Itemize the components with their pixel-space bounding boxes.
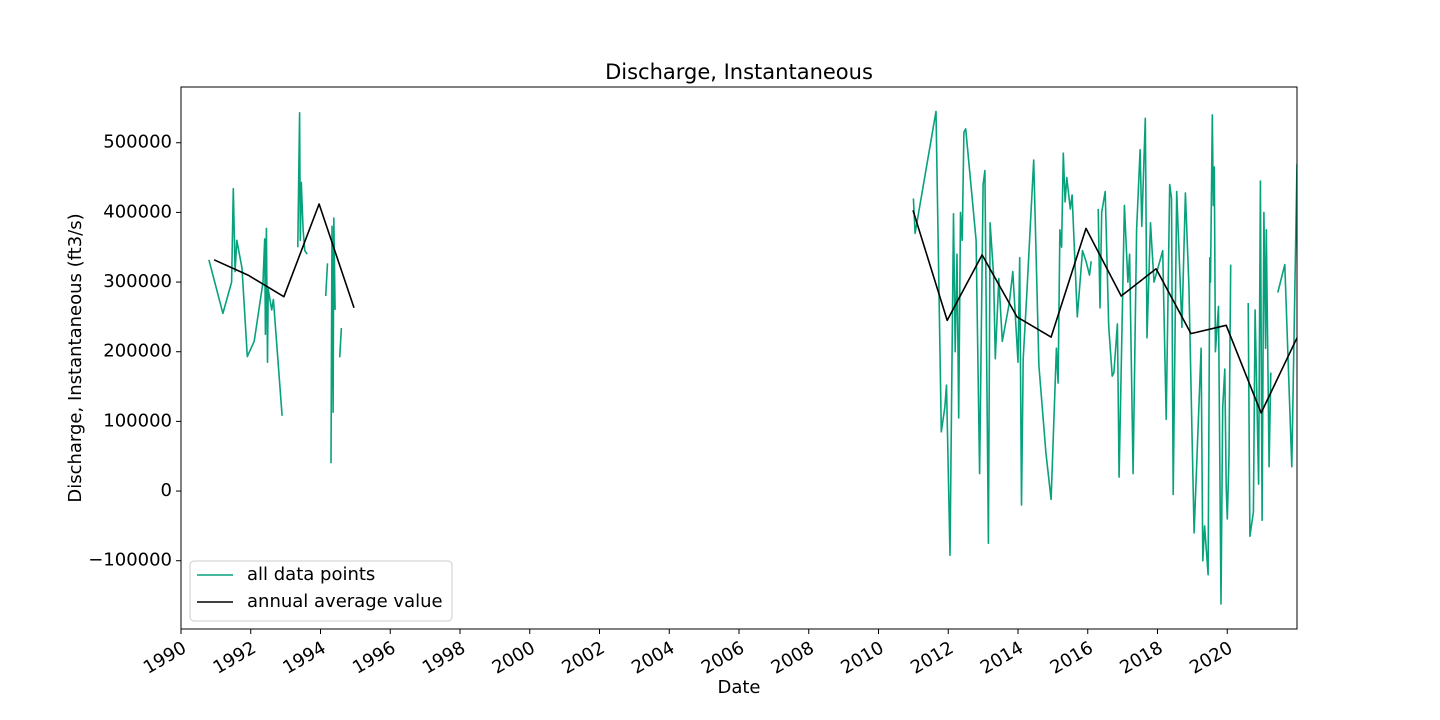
x-tick-label: 1996 [349,637,399,678]
x-tick-label: 1998 [419,637,469,678]
y-axis-label: Discharge, Instantaneous (ft3/s) [65,213,86,502]
legend-label: annual average value [247,591,443,612]
x-tick-label: 2006 [698,637,748,678]
x-axis-label: Date [717,677,760,698]
y-tick-label: 200000 [103,341,172,362]
x-tick-label: 1990 [140,637,190,678]
y-tick-label: 100000 [103,410,172,431]
x-tick-label: 2014 [977,637,1027,678]
plot-frame [180,86,1298,630]
series-line [213,203,1297,414]
y-tick-label: 400000 [103,201,172,222]
x-tick-label: 2002 [558,637,608,678]
series-line [208,110,1297,605]
y-tick-label: −100000 [88,550,172,571]
x-tick-label: 2018 [1116,637,1166,678]
y-tick-label: 500000 [103,132,172,153]
legend-box [189,560,453,622]
x-tick-label: 1994 [279,637,329,678]
y-tick-label: 300000 [103,271,172,292]
chart-title: Discharge, Instantaneous [605,60,873,84]
legend-label: all data points [247,564,375,585]
x-tick-label: 2010 [837,637,887,678]
x-tick-label: 2000 [489,637,539,678]
x-tick-label: 2004 [628,637,678,678]
x-tick-label: 2020 [1186,637,1236,678]
x-tick-label: 2012 [907,637,957,678]
x-tick-label: 2016 [1047,637,1097,678]
x-tick-label: 2008 [768,637,818,678]
x-tick-label: 1992 [210,637,260,678]
y-tick-label: 0 [161,480,172,501]
